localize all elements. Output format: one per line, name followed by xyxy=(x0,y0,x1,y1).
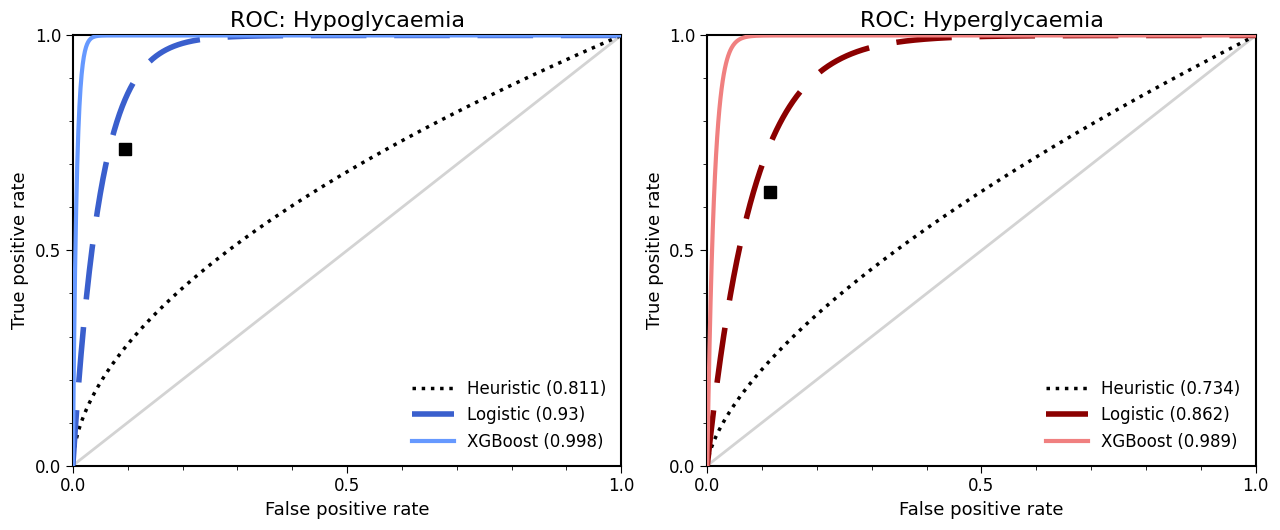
Legend: Heuristic (0.811), Logistic (0.93), XGBoost (0.998): Heuristic (0.811), Logistic (0.93), XGBo… xyxy=(406,373,613,457)
X-axis label: False positive rate: False positive rate xyxy=(900,501,1064,519)
Y-axis label: True positive rate: True positive rate xyxy=(12,172,29,329)
X-axis label: False positive rate: False positive rate xyxy=(265,501,429,519)
Title: ROC: Hyperglycaemia: ROC: Hyperglycaemia xyxy=(860,11,1103,31)
Title: ROC: Hypoglycaemia: ROC: Hypoglycaemia xyxy=(229,11,465,31)
Legend: Heuristic (0.734), Logistic (0.862), XGBoost (0.989): Heuristic (0.734), Logistic (0.862), XGB… xyxy=(1039,373,1248,457)
Y-axis label: True positive rate: True positive rate xyxy=(645,172,663,329)
